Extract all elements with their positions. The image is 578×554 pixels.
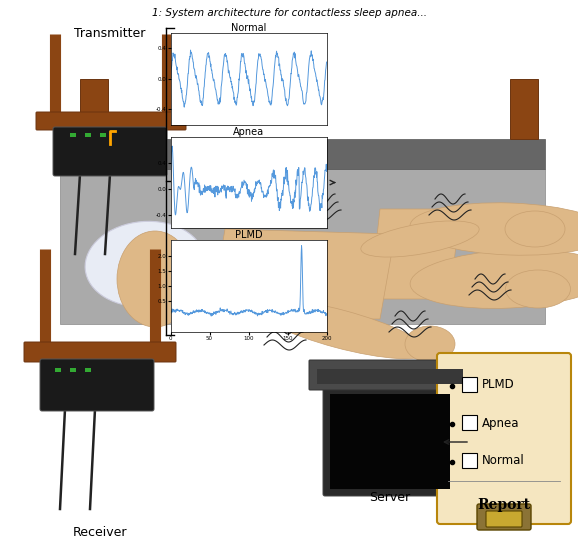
Ellipse shape xyxy=(506,270,570,308)
Bar xyxy=(70,133,76,137)
Text: Report: Report xyxy=(477,498,531,512)
FancyBboxPatch shape xyxy=(437,353,571,524)
Bar xyxy=(317,369,463,384)
FancyBboxPatch shape xyxy=(323,387,457,496)
Polygon shape xyxy=(60,169,545,324)
Polygon shape xyxy=(210,229,395,319)
Bar xyxy=(462,415,477,430)
FancyBboxPatch shape xyxy=(36,112,186,130)
Text: Server: Server xyxy=(369,491,410,504)
Bar xyxy=(330,394,450,489)
Title: PLMD: PLMD xyxy=(235,230,262,240)
Polygon shape xyxy=(60,139,545,169)
FancyBboxPatch shape xyxy=(53,127,167,176)
Ellipse shape xyxy=(85,222,205,307)
Text: Transmitter: Transmitter xyxy=(75,27,146,40)
Bar xyxy=(510,79,538,139)
FancyBboxPatch shape xyxy=(477,504,531,530)
Bar xyxy=(185,261,215,289)
Text: Receiver: Receiver xyxy=(73,526,127,539)
Bar xyxy=(462,377,477,392)
Ellipse shape xyxy=(361,221,479,257)
Text: Normal: Normal xyxy=(482,454,525,468)
Bar xyxy=(462,453,477,468)
Bar xyxy=(55,368,61,372)
Bar xyxy=(100,133,106,137)
Bar xyxy=(80,79,108,139)
Bar xyxy=(85,133,91,137)
Ellipse shape xyxy=(410,249,578,309)
Bar xyxy=(85,368,91,372)
FancyBboxPatch shape xyxy=(486,511,522,527)
Text: 1: System architecture for contactless sleep apnea...: 1: System architecture for contactless s… xyxy=(151,8,427,18)
FancyBboxPatch shape xyxy=(309,360,471,390)
Ellipse shape xyxy=(117,231,193,327)
Ellipse shape xyxy=(410,203,578,255)
Polygon shape xyxy=(370,209,460,299)
Title: Normal: Normal xyxy=(231,23,266,33)
Ellipse shape xyxy=(505,211,565,247)
Bar xyxy=(70,368,76,372)
Text: Apnea: Apnea xyxy=(482,417,520,429)
FancyBboxPatch shape xyxy=(24,342,176,362)
Text: PLMD: PLMD xyxy=(482,378,515,392)
Ellipse shape xyxy=(253,299,427,358)
Title: Apnea: Apnea xyxy=(233,127,264,137)
Ellipse shape xyxy=(405,326,455,362)
FancyBboxPatch shape xyxy=(40,359,154,411)
